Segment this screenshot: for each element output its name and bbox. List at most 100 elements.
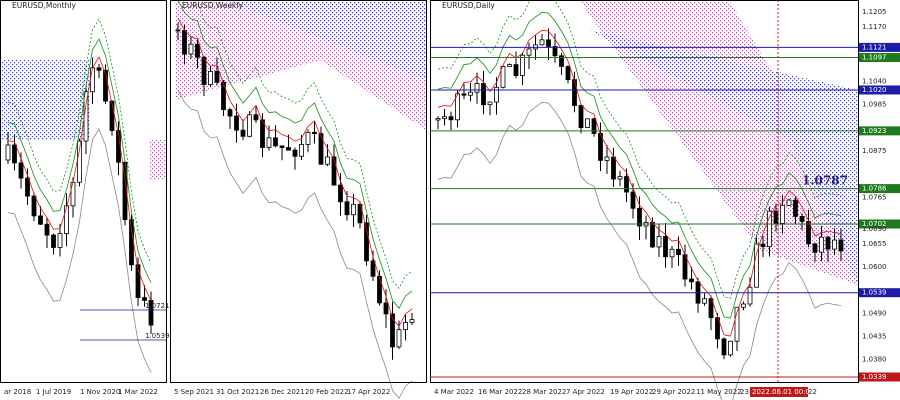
candle-body [838,239,844,252]
candle-body [832,239,837,250]
candle-body [70,181,76,207]
x-label: 1 Mar 2022 [118,388,158,396]
panel-title: EURUSD,Monthly [12,1,76,10]
candle-body [299,143,304,157]
price-label: 1.1170 [862,23,887,31]
indicator-line [437,0,842,299]
candle-body [364,222,369,262]
candle-body [513,64,519,76]
indicator-line [7,38,152,283]
candle-body [650,221,655,248]
candle-body [747,286,753,305]
price-label: 1.0702 [862,220,887,228]
indicator-line [177,18,413,328]
candle-body [721,338,727,356]
candle-body [305,131,311,145]
cursor-date-box [750,387,808,397]
weekly-panel: EURUSD,Weekly 5 Sep 2021 31 Oct 2021 26 Dec… [170,0,427,400]
candle-body [773,210,779,224]
candle-body [598,133,603,161]
candle-body [325,156,330,165]
candle-body [663,236,668,258]
x-label: 1 Nov 2020 [80,388,120,396]
candle-body [31,195,37,217]
candle-body [286,147,291,151]
candle-body [741,303,746,308]
candle-body [585,118,590,128]
candle-body [708,298,714,319]
candle-body [247,114,252,137]
candle-body [760,243,766,248]
candle-body [18,162,24,179]
candle-body [715,317,720,340]
candle-body [786,199,792,206]
indicator-line [177,90,413,400]
candle-body [520,54,525,76]
candle-body [617,176,623,180]
candle-body [559,55,564,67]
indicator-line [177,0,413,310]
candle-body [318,133,324,165]
cloud [580,2,858,285]
price-label: 1.1020 [862,86,887,94]
annotation: 1.0787 [802,174,848,188]
candle-body [77,140,82,183]
candle-body [377,275,382,304]
candle-body [767,210,772,248]
candle-body [825,236,831,250]
x-label: ar 2018 [4,388,31,396]
x-label: 17 Apr 2022 [347,388,390,396]
x-label: 28 Mar 2022 [522,388,566,396]
price-label: 1.0339 [862,373,887,381]
indicator-line [7,18,152,263]
candle-body [135,264,141,298]
candle-body [487,101,493,106]
candle-body [227,109,233,117]
price-label: 1.0435 [862,333,887,341]
x-label: 11 May 2022 [696,388,742,396]
price-box [859,53,900,63]
price-label: 1.1205 [862,8,887,16]
candle-body [260,119,265,148]
candle-body [533,44,538,50]
candle-body [819,236,824,253]
candle-body [448,116,454,121]
candle-body [676,248,681,256]
candle-body [279,145,285,148]
candle-body [129,219,134,266]
x-label: 2022.06.01 00:00 [752,388,814,396]
price-label: 1.0875 [862,147,887,155]
candle-body [383,302,389,315]
price-box [859,288,900,298]
x-label: 29 Apr 2022 [652,388,695,396]
candle-body [604,156,610,161]
panel-frame [0,0,167,383]
candle-body [611,156,616,180]
level-label: 1.0721 [145,302,170,310]
candle-body [630,191,636,209]
candle-body [591,118,597,134]
candle-body [409,319,415,323]
candle-body [370,260,376,277]
x-label: 19 Apr 2022 [610,388,653,396]
candle-body [702,298,707,304]
candle-body [351,203,356,216]
candle-body [734,306,740,342]
candle-body [51,234,56,248]
x-label: 4 Mar 2022 [434,388,474,396]
candle-body [38,215,43,225]
x-label: 16 Mar 2022 [478,388,522,396]
candle-body [812,243,818,253]
panel-title: EURUSD,Weekly [182,1,243,10]
x-label: 31 Oct 2021 [216,388,259,396]
candle-body [338,184,343,203]
indicator-line [437,11,842,319]
price-label: 1.0690 [862,225,887,233]
candle-body [526,48,532,56]
price-box [859,372,900,382]
candle-body [552,46,558,57]
price-label: 1.1121 [862,43,887,51]
candle-body [357,203,363,224]
candle-body [188,43,194,55]
